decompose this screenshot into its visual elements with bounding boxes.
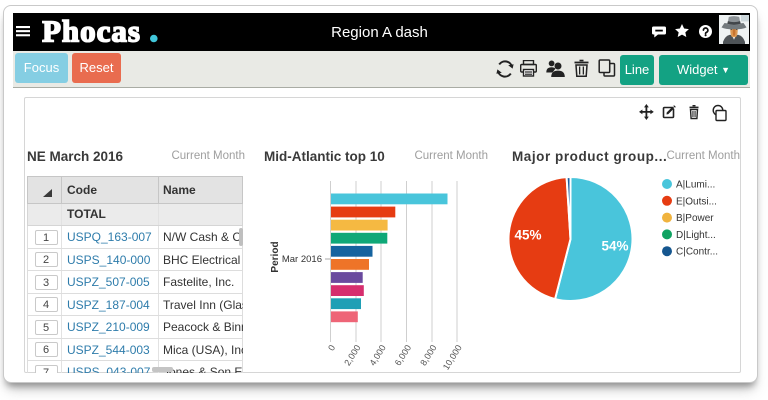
svg-text:8,000: 8,000 xyxy=(418,343,438,367)
svg-text:10,000: 10,000 xyxy=(441,343,464,372)
svg-text:Mar 2016: Mar 2016 xyxy=(282,254,322,265)
svg-text:45%: 45% xyxy=(514,228,541,243)
svg-text:6,000: 6,000 xyxy=(393,343,413,367)
svg-text:C|Contr...: C|Contr... xyxy=(676,247,718,258)
svg-text:B|Power: B|Power xyxy=(676,213,714,224)
svg-text:0: 0 xyxy=(326,343,337,353)
svg-text:D|Light...: D|Light... xyxy=(676,230,716,241)
svg-text:A|Lumi...: A|Lumi... xyxy=(676,180,715,191)
svg-text:Period: Period xyxy=(270,241,281,272)
svg-text:Phocas: Phocas xyxy=(42,19,141,49)
svg-text:2,000: 2,000 xyxy=(342,343,362,367)
svg-text:E|Outsi...: E|Outsi... xyxy=(676,196,717,207)
svg-text:54%: 54% xyxy=(601,239,628,254)
svg-text:4,000: 4,000 xyxy=(367,343,387,367)
